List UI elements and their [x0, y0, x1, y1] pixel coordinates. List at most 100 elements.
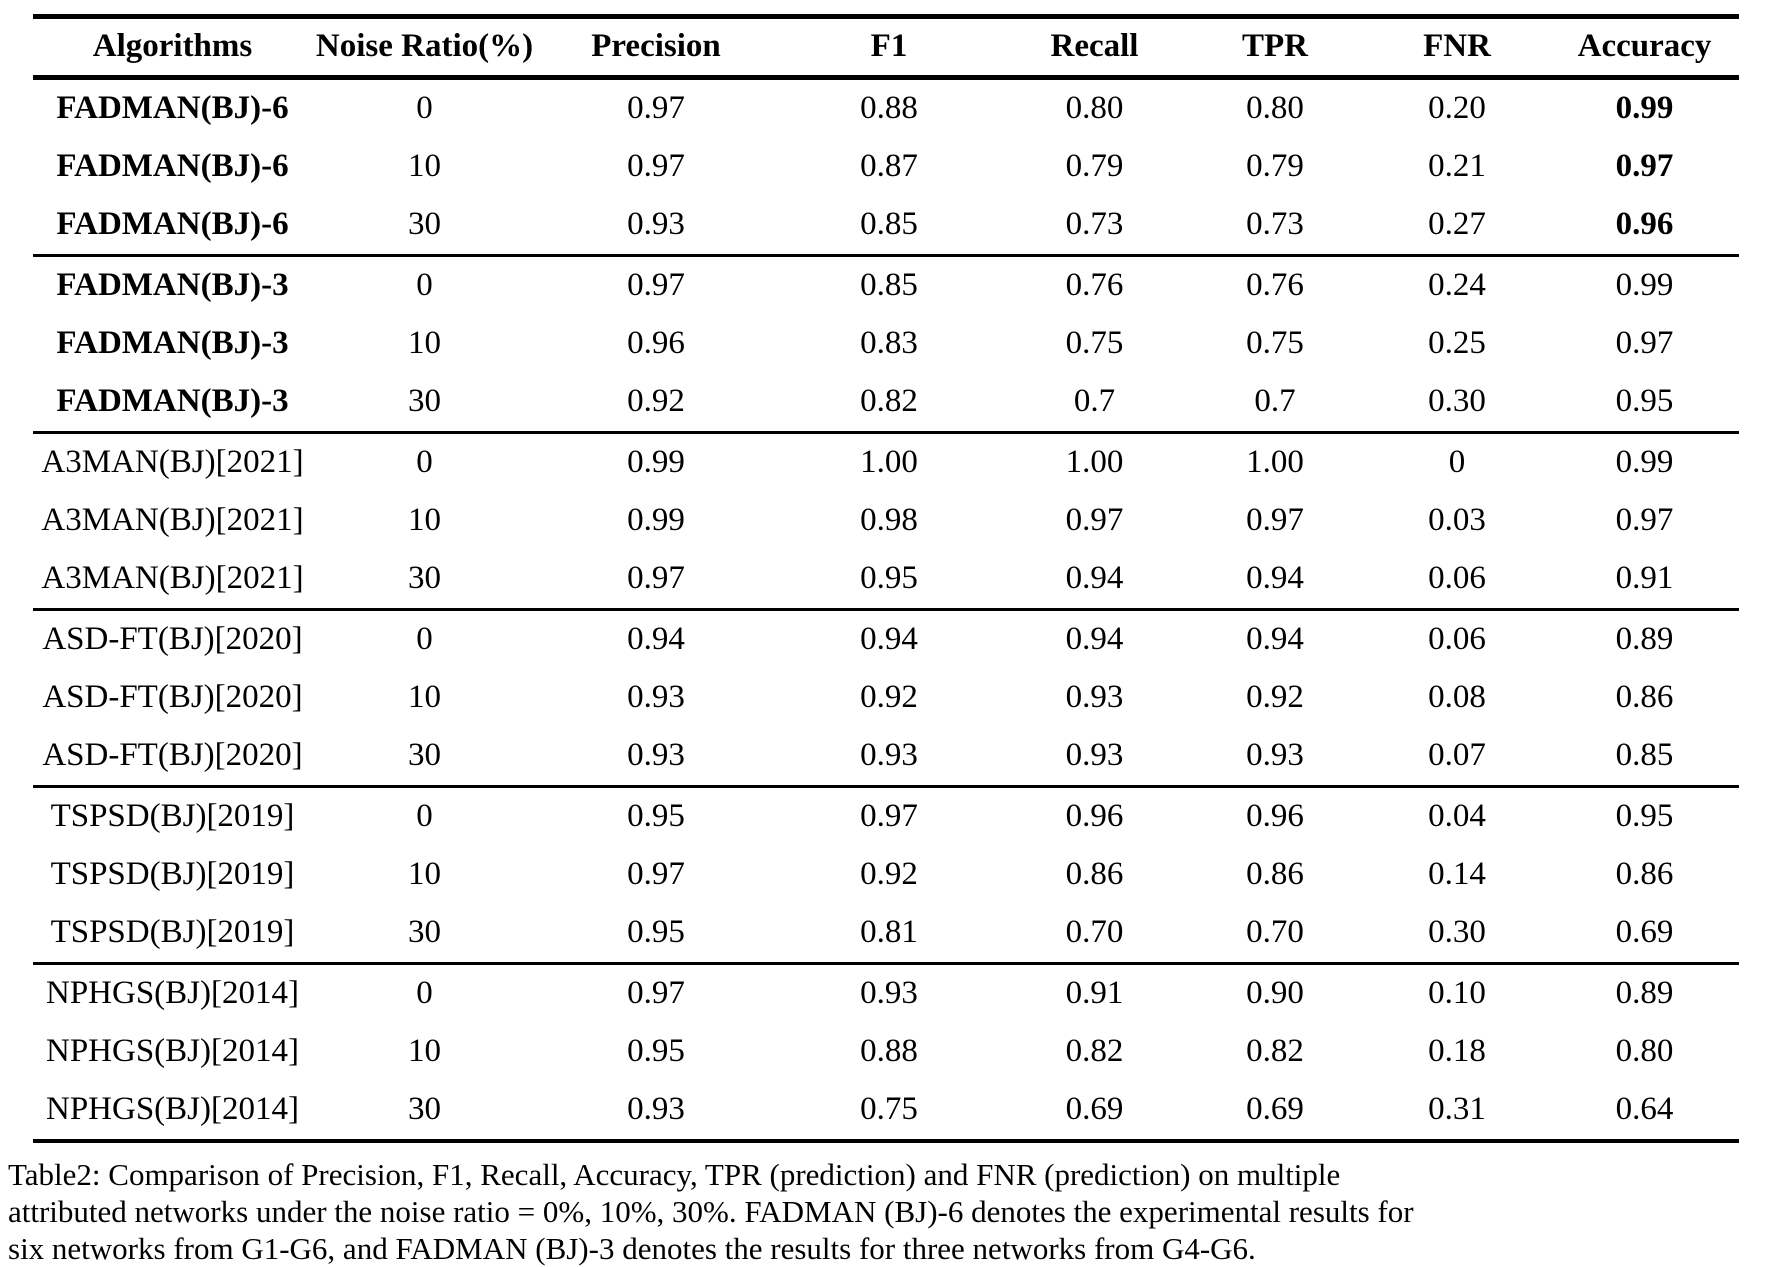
cell-fnr: 0.24	[1428, 267, 1486, 303]
algorithm-group: ASD-FT(BJ)[2020] 0 0.94 0.94 0.94 0.94 0.06 0.8…	[33, 609, 1739, 787]
cell-f1: 0.93	[860, 975, 918, 1011]
cell-f1: 0.85	[860, 206, 918, 242]
cell-tpr: 0.82	[1246, 1033, 1304, 1069]
cell-accuracy: 0.97	[1615, 148, 1674, 184]
cell-algorithm: FADMAN(BJ)-6	[56, 206, 289, 242]
cell-precision: 0.92	[627, 383, 685, 419]
cell-recall: 0.73	[1065, 206, 1124, 242]
column-header-precision: Precision	[591, 28, 721, 64]
cell-recall: 0.93	[1065, 737, 1124, 773]
table-row: FADMAN(BJ)-3 10 0.96 0.83 0.75 0.75 0.25 0.97	[33, 315, 1739, 373]
cell-tpr: 0.69	[1246, 1091, 1304, 1127]
cell-tpr: 0.90	[1246, 975, 1304, 1011]
cell-algorithm: FADMAN(BJ)-3	[56, 383, 289, 419]
cell-algorithm: FADMAN(BJ)-6	[56, 90, 289, 126]
cell-noise-ratio: 0	[416, 444, 433, 480]
cell-noise-ratio: 0	[416, 621, 433, 657]
cell-precision: 0.93	[627, 1091, 685, 1127]
cell-f1: 0.75	[860, 1091, 918, 1127]
cell-recall: 0.76	[1065, 267, 1124, 303]
cell-precision: 0.99	[627, 502, 685, 538]
cell-algorithm: NPHGS(BJ)[2014]	[45, 975, 299, 1011]
cell-noise-ratio: 30	[408, 737, 441, 773]
cell-recall: 0.7	[1073, 383, 1116, 419]
cell-tpr: 0.7	[1254, 383, 1296, 419]
cell-noise-ratio: 30	[408, 206, 441, 242]
cell-tpr: 0.80	[1246, 90, 1304, 126]
caption-line-3: six networks from G1-G6, and FADMAN (BJ)…	[8, 1231, 1256, 1266]
cell-fnr: 0.27	[1428, 206, 1486, 242]
cell-f1: 0.93	[860, 737, 918, 773]
cell-recall: 0.86	[1065, 856, 1124, 892]
cell-tpr: 0.97	[1246, 502, 1304, 538]
cell-noise-ratio: 0	[416, 90, 433, 126]
cell-f1: 0.97	[860, 798, 918, 834]
cell-fnr: 0.03	[1428, 502, 1486, 538]
algorithm-group: TSPSD(BJ)[2019] 0 0.95 0.97 0.96 0.96 0.04 0.95…	[33, 786, 1739, 964]
algorithm-group: FADMAN(BJ)-6 0 0.97 0.88 0.80 0.80 0.20 0.99 FAD…	[33, 77, 1739, 256]
cell-noise-ratio: 30	[408, 1091, 441, 1127]
table-header: Algorithms Noise Ratio(%) Precision F1 Recal…	[33, 17, 1739, 78]
cell-precision: 0.97	[627, 975, 685, 1011]
cell-fnr: 0.06	[1428, 560, 1486, 596]
cell-f1: 0.81	[860, 914, 918, 950]
cell-algorithm: ASD-FT(BJ)[2020]	[42, 621, 303, 657]
cell-accuracy: 0.96	[1615, 206, 1674, 242]
cell-fnr: 0.31	[1428, 1091, 1486, 1127]
cell-recall: 1.00	[1065, 444, 1124, 480]
cell-f1: 0.98	[860, 502, 918, 538]
cell-tpr: 0.73	[1246, 206, 1304, 242]
table-row: FADMAN(BJ)-6 0 0.97 0.88 0.80 0.80 0.20 0.99	[33, 78, 1739, 139]
cell-fnr: 0.07	[1428, 737, 1486, 773]
cell-accuracy: 0.80	[1615, 1033, 1674, 1069]
cell-precision: 0.97	[627, 560, 685, 596]
cell-precision: 0.95	[627, 914, 685, 950]
table-row: TSPSD(BJ)[2019] 0 0.95 0.97 0.96 0.96 0.04 0.95	[33, 787, 1739, 847]
cell-algorithm: TSPSD(BJ)[2019]	[50, 914, 295, 950]
cell-accuracy: 0.99	[1615, 90, 1674, 126]
cell-recall: 0.93	[1065, 679, 1124, 715]
cell-precision: 0.93	[627, 206, 685, 242]
cell-algorithm: NPHGS(BJ)[2014]	[45, 1033, 299, 1069]
cell-precision: 0.96	[627, 325, 685, 361]
cell-precision: 0.95	[627, 1033, 685, 1069]
cell-precision: 0.94	[627, 621, 685, 657]
cell-fnr: 0.25	[1428, 325, 1486, 361]
cell-fnr: 0.30	[1428, 914, 1486, 950]
cell-accuracy: 0.64	[1615, 1091, 1674, 1127]
cell-fnr: 0.20	[1428, 90, 1486, 126]
cell-algorithm: FADMAN(BJ)-3	[56, 267, 289, 303]
cell-precision: 0.93	[627, 679, 685, 715]
cell-tpr: 1.00	[1246, 444, 1304, 480]
paper-table-page: Algorithms Noise Ratio(%) Precision F1 Recal…	[0, 14, 1786, 1267]
cell-precision: 0.97	[627, 267, 685, 303]
cell-algorithm: TSPSD(BJ)[2019]	[50, 798, 295, 834]
cell-tpr: 0.79	[1246, 148, 1304, 184]
caption-line-2: attributed networks under the noise rati…	[8, 1194, 1414, 1229]
cell-recall: 0.80	[1065, 90, 1124, 126]
algorithm-group: A3MAN(BJ)[2021] 0 0.99 1.00 1.00 1.00 0 0.99 A3M…	[33, 432, 1739, 610]
table-row: TSPSD(BJ)[2019] 30 0.95 0.81 0.70 0.70 0.30 0.6…	[33, 904, 1739, 964]
cell-precision: 0.99	[627, 444, 685, 480]
column-header-fnr: FNR	[1423, 28, 1491, 64]
cell-recall: 0.97	[1065, 502, 1124, 538]
cell-tpr: 0.86	[1246, 856, 1304, 892]
results-table: Algorithms Noise Ratio(%) Precision F1 Recal…	[33, 14, 1739, 1143]
table-row: ASD-FT(BJ)[2020] 10 0.93 0.92 0.93 0.92 0.08 0.…	[33, 669, 1739, 727]
cell-algorithm: A3MAN(BJ)[2021]	[41, 560, 304, 596]
table-row: TSPSD(BJ)[2019] 10 0.97 0.92 0.86 0.86 0.14 0.8…	[33, 846, 1739, 904]
column-header-accuracy: Accuracy	[1577, 28, 1712, 64]
cell-f1: 0.82	[860, 383, 918, 419]
cell-accuracy: 0.86	[1615, 856, 1674, 892]
cell-fnr: 0.08	[1428, 679, 1486, 715]
table-row: FADMAN(BJ)-6 30 0.93 0.85 0.73 0.73 0.27 0.96	[33, 196, 1739, 256]
cell-algorithm: A3MAN(BJ)[2021]	[41, 444, 304, 480]
table-row: A3MAN(BJ)[2021] 10 0.99 0.98 0.97 0.97 0.03 0.9…	[33, 492, 1739, 550]
cell-recall: 0.94	[1065, 560, 1124, 596]
cell-accuracy: 0.95	[1615, 798, 1674, 834]
cell-f1: 0.95	[860, 560, 918, 596]
header-row: Algorithms Noise Ratio(%) Precision F1 Recal…	[33, 17, 1739, 78]
cell-noise-ratio: 0	[416, 798, 433, 834]
cell-f1: 0.88	[860, 1033, 918, 1069]
cell-f1: 0.88	[860, 90, 918, 126]
